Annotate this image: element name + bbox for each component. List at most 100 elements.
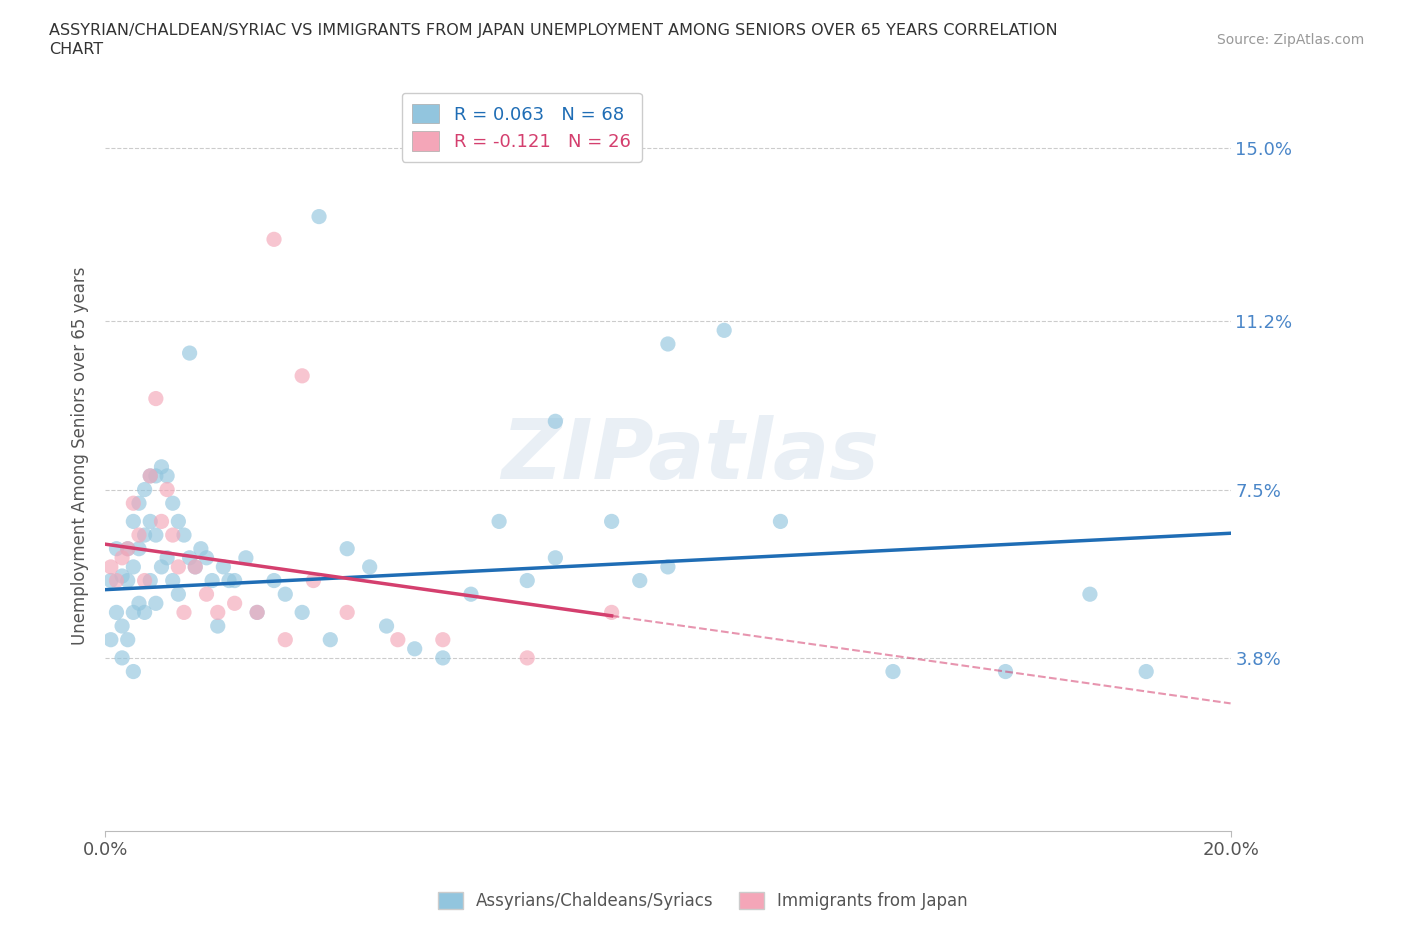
Point xyxy=(713,323,735,338)
Point xyxy=(274,632,297,647)
Point xyxy=(145,596,167,611)
Point xyxy=(105,541,128,556)
Point xyxy=(122,664,145,679)
Point xyxy=(162,527,184,542)
Point xyxy=(105,604,128,619)
Point xyxy=(336,541,359,556)
Point xyxy=(235,551,257,565)
Y-axis label: Unemployment Among Seniors over 65 years: Unemployment Among Seniors over 65 years xyxy=(72,266,89,644)
Point xyxy=(224,596,246,611)
Point xyxy=(195,587,218,602)
Point xyxy=(111,618,134,633)
Point xyxy=(100,560,122,575)
Point xyxy=(184,560,207,575)
Point xyxy=(212,560,235,575)
Point xyxy=(167,560,190,575)
Point xyxy=(460,587,482,602)
Point xyxy=(201,573,224,588)
Point xyxy=(432,650,454,665)
Point xyxy=(145,392,167,406)
Point xyxy=(150,560,173,575)
Point xyxy=(544,414,567,429)
Point xyxy=(173,527,195,542)
Point xyxy=(139,573,162,588)
Point xyxy=(882,664,904,679)
Point xyxy=(156,551,179,565)
Point xyxy=(162,496,184,511)
Point xyxy=(336,604,359,619)
Point xyxy=(105,573,128,588)
Point xyxy=(218,573,240,588)
Point xyxy=(179,551,201,565)
Point xyxy=(308,209,330,224)
Point xyxy=(224,573,246,588)
Point xyxy=(150,514,173,529)
Point xyxy=(145,527,167,542)
Point xyxy=(100,573,122,588)
Point xyxy=(167,514,190,529)
Point xyxy=(134,573,156,588)
Text: CHART: CHART xyxy=(49,42,103,57)
Point xyxy=(162,573,184,588)
Point xyxy=(111,551,134,565)
Point xyxy=(145,469,167,484)
Point xyxy=(600,604,623,619)
Point xyxy=(769,514,792,529)
Point xyxy=(122,560,145,575)
Point xyxy=(139,469,162,484)
Point xyxy=(359,560,381,575)
Point xyxy=(117,573,139,588)
Point xyxy=(404,642,426,657)
Point xyxy=(111,650,134,665)
Point xyxy=(516,650,538,665)
Point xyxy=(246,604,269,619)
Point xyxy=(134,482,156,497)
Point xyxy=(246,604,269,619)
Point xyxy=(139,469,162,484)
Point xyxy=(167,587,190,602)
Point xyxy=(263,573,285,588)
Point xyxy=(117,541,139,556)
Point xyxy=(150,459,173,474)
Point xyxy=(128,527,150,542)
Point xyxy=(190,541,212,556)
Point xyxy=(274,587,297,602)
Text: ZIPatlas: ZIPatlas xyxy=(502,415,879,496)
Point xyxy=(122,496,145,511)
Point xyxy=(302,573,325,588)
Point xyxy=(111,568,134,583)
Point xyxy=(1135,664,1157,679)
Point xyxy=(207,618,229,633)
Point xyxy=(263,232,285,246)
Point xyxy=(122,604,145,619)
Point xyxy=(291,368,314,383)
Point xyxy=(179,346,201,361)
Point xyxy=(128,496,150,511)
Point xyxy=(139,514,162,529)
Legend: R = 0.063   N = 68, R = -0.121   N = 26: R = 0.063 N = 68, R = -0.121 N = 26 xyxy=(402,93,641,162)
Point xyxy=(128,596,150,611)
Point xyxy=(387,632,409,647)
Point xyxy=(117,541,139,556)
Text: ASSYRIAN/CHALDEAN/SYRIAC VS IMMIGRANTS FROM JAPAN UNEMPLOYMENT AMONG SENIORS OVE: ASSYRIAN/CHALDEAN/SYRIAC VS IMMIGRANTS F… xyxy=(49,23,1057,38)
Point xyxy=(657,337,679,352)
Point xyxy=(600,514,623,529)
Point xyxy=(184,560,207,575)
Point xyxy=(1078,587,1101,602)
Point xyxy=(657,560,679,575)
Point xyxy=(488,514,510,529)
Text: Source: ZipAtlas.com: Source: ZipAtlas.com xyxy=(1216,33,1364,46)
Point xyxy=(994,664,1017,679)
Point xyxy=(319,632,342,647)
Point xyxy=(207,604,229,619)
Point xyxy=(128,541,150,556)
Point xyxy=(134,604,156,619)
Point xyxy=(134,527,156,542)
Point xyxy=(100,632,122,647)
Point xyxy=(173,604,195,619)
Point xyxy=(516,573,538,588)
Point xyxy=(195,551,218,565)
Legend: Assyrians/Chaldeans/Syriacs, Immigrants from Japan: Assyrians/Chaldeans/Syriacs, Immigrants … xyxy=(432,885,974,917)
Point xyxy=(117,632,139,647)
Point xyxy=(291,604,314,619)
